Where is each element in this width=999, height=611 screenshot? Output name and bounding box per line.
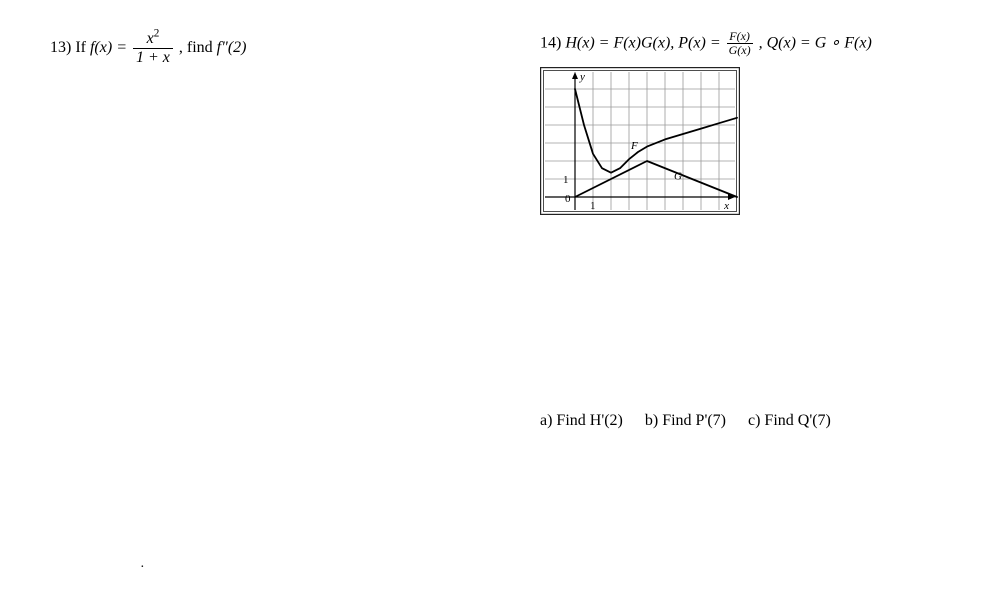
svg-text:x: x	[723, 200, 729, 212]
svg-text:1: 1	[590, 200, 596, 212]
q14-sub-c: c) Find Q'(7)	[748, 412, 831, 430]
q13-fraction: x2 1 + x	[133, 30, 173, 66]
q14-sub-a: a) Find H'(2)	[540, 412, 623, 430]
svg-text:1: 1	[563, 174, 569, 186]
page: 13) If f(x) = x2 1 + x , find f"(2) 14) …	[0, 0, 999, 611]
q13-frac-num-sup: 2	[154, 28, 160, 40]
q13-frac-den: 1 + x	[133, 49, 173, 67]
q13-mid: , find	[179, 39, 213, 56]
svg-text:0: 0	[565, 193, 571, 205]
q13-frac-num-base: x	[147, 30, 154, 47]
svg-text:y: y	[579, 71, 585, 83]
stray-dot: ·	[140, 560, 145, 576]
q14-rest: , Q(x) = G ∘ F(x)	[759, 34, 872, 51]
q14-defs: H(x) = F(x)G(x), P(x) =	[565, 34, 720, 51]
problem-14-text: 14) H(x) = F(x)G(x), P(x) = F(x) G(x) , …	[540, 30, 980, 57]
chart-container: y x 0 1 1 F G	[540, 67, 980, 220]
problem-13-text: 13) If f(x) = x2 1 + x , find f"(2)	[50, 30, 470, 66]
q14-pfrac-den: G(x)	[727, 44, 753, 57]
svg-text:G: G	[674, 171, 682, 183]
q13-fn: f(x) =	[90, 39, 127, 56]
problem-14-subquestions: a) Find H'(2) b) Find P'(7) c) Find Q'(7…	[540, 412, 849, 430]
problem-14: 14) H(x) = F(x)G(x), P(x) = F(x) G(x) , …	[540, 30, 980, 220]
problem-13: 13) If f(x) = x2 1 + x , find f"(2)	[50, 30, 470, 66]
q13-target: f"(2)	[217, 39, 247, 56]
q14-pfrac-num: F(x)	[727, 30, 753, 44]
q14-number: 14)	[540, 34, 561, 51]
q13-number: 13)	[50, 39, 71, 56]
q13-prefix: If	[75, 39, 86, 56]
q14-sub-b: b) Find P'(7)	[645, 412, 726, 430]
q13-frac-num: x2	[133, 30, 173, 49]
chart-svg: y x 0 1 1 F G	[540, 67, 740, 215]
q14-p-fraction: F(x) G(x)	[727, 30, 753, 57]
svg-text:F: F	[630, 140, 638, 152]
